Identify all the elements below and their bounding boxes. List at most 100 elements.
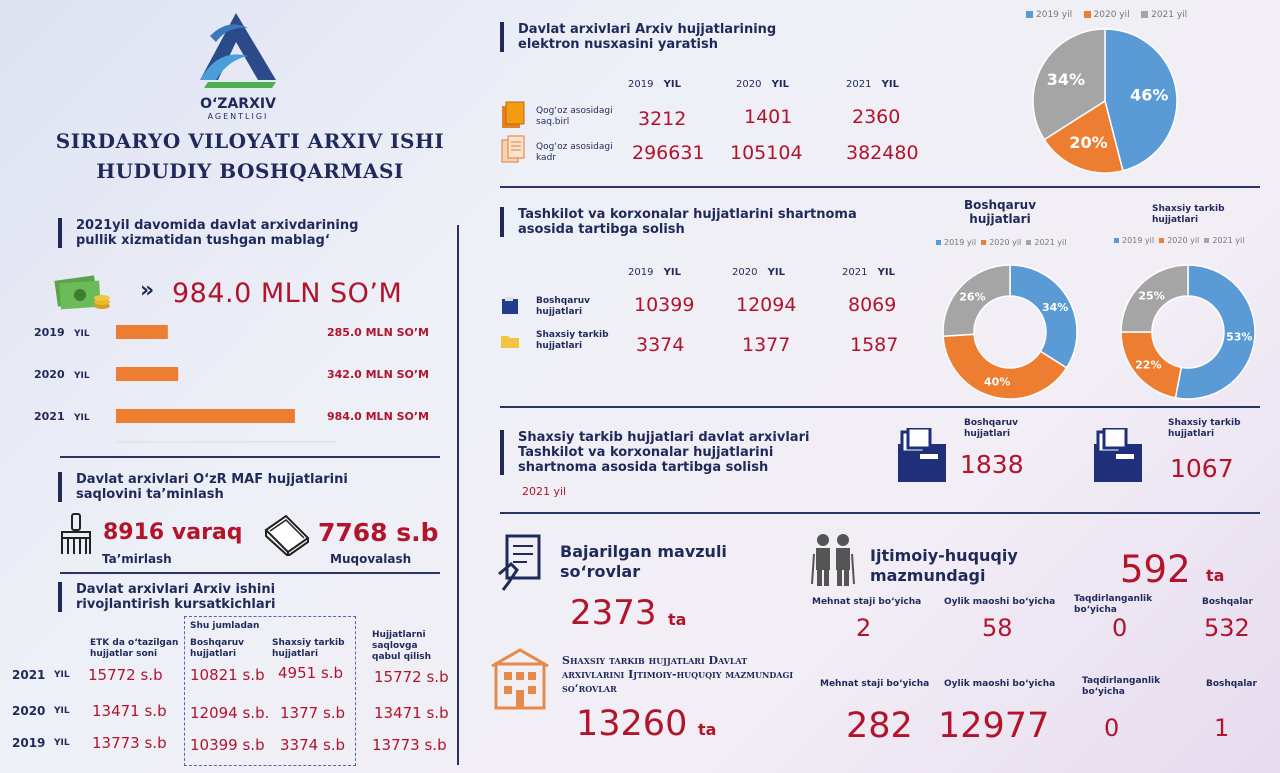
elec-cell: 105104 xyxy=(730,142,803,164)
binding-value: 7768 s.b xyxy=(318,518,439,547)
elec-yil: YIL xyxy=(881,79,899,90)
legend-item: 2019 yil xyxy=(944,238,977,247)
social-col-0: Mehnat staji bo‘yicha xyxy=(812,597,922,607)
social-col-1: Oylik maoshi bo‘yicha xyxy=(944,597,1056,607)
state-col-0: Mehnat staji bo‘yicha xyxy=(820,679,930,689)
bar-category-label: 2020 xyxy=(34,368,65,381)
elec-year-2019: 2019 YIL xyxy=(628,72,681,91)
folder-blue-icon xyxy=(500,296,520,316)
pie-label: 53% xyxy=(1226,331,1252,344)
legend-item: 2019 yil xyxy=(1122,236,1155,245)
contract-year: 2019 xyxy=(628,267,654,278)
elec-legend: 2019 yil 2020 yil 2021 yil xyxy=(1026,10,1187,20)
bar xyxy=(116,325,168,339)
donut1-chart: 34% 40% 26% xyxy=(940,262,1080,402)
social-cell: 0 xyxy=(1112,614,1128,642)
divider-5 xyxy=(500,512,1260,514)
divider-3 xyxy=(500,186,1260,188)
center-divider xyxy=(457,225,459,765)
contract-cell: 3374 xyxy=(636,334,685,356)
state-col-3: Boshqalar xyxy=(1206,679,1257,689)
dev-row-2019: 2019 YIL 13773 s.b 10399 s.b 3374 s.b 13… xyxy=(0,732,450,756)
state-cell: 0 xyxy=(1104,714,1120,742)
donut2-title: Shaxsiy tarkib hujjatlari xyxy=(1152,204,1225,225)
dev-header-1: Boshqaruv hujjatlari xyxy=(190,638,245,659)
state-col-2: Taqdirlanganlik bo‘yicha xyxy=(1082,676,1161,697)
social-cell: 2 xyxy=(856,614,872,642)
bar xyxy=(116,409,295,423)
pie-label: 26% xyxy=(959,290,985,303)
elderly-people-icon xyxy=(810,532,856,586)
donut2-legend: 2019 yil 2020 yil 2021 yil xyxy=(1114,236,1244,245)
social-value: 592 xyxy=(1120,548,1191,591)
legend-item: 2021 yil xyxy=(1034,238,1067,247)
pie-label: 34% xyxy=(1042,301,1068,314)
elec-year: 2020 xyxy=(736,79,762,90)
state-title: Shaxsiy tarkib hujjatlari Davlat arxivla… xyxy=(562,654,794,695)
dev-cell: 15772 s.b xyxy=(374,668,449,686)
brand-sub: AGENTLIGI xyxy=(207,112,269,121)
state-cell: 12977 xyxy=(938,706,1050,746)
state-col-1: Oylik maoshi bo‘yicha xyxy=(944,679,1056,689)
dev-cell: 13471 s.b xyxy=(374,704,449,722)
legend-item: 2020 yil xyxy=(989,238,1022,247)
dev-row-year: 2021 xyxy=(12,668,46,682)
money-icon xyxy=(52,272,112,314)
social-col-3: Boshqalar xyxy=(1202,597,1253,607)
donut2-chart: 53% 22% 25% xyxy=(1118,262,1258,402)
elec-cell: 296631 xyxy=(632,142,705,164)
dev-row-2020: 2020 YIL 13471 s.b 12094 s.b. 1377 s.b 1… xyxy=(0,700,450,724)
document-hand-icon xyxy=(497,534,543,592)
personal-year: 2021 yil xyxy=(522,485,567,498)
pie-slice xyxy=(942,333,1068,400)
divider-4 xyxy=(500,406,1260,408)
social-cell: 58 xyxy=(982,614,1013,642)
personal-b-value: 1838 xyxy=(960,450,1024,479)
legend-item: 2021 yil xyxy=(1151,10,1188,20)
folder-yellow-icon xyxy=(500,332,520,350)
elec-year-2020: 2020 YIL xyxy=(736,72,789,91)
book-icon xyxy=(262,512,312,559)
state-unit: ta xyxy=(698,720,717,739)
income-title: 2021yil davomida davlat arxivdarining pu… xyxy=(58,218,368,248)
contract-year: 2020 xyxy=(732,267,758,278)
social-title: Ijtimoiy-huquqiy mazmundagi xyxy=(870,546,1018,585)
contract-cell: 12094 xyxy=(736,294,797,316)
state-value: 13260 xyxy=(576,704,688,744)
pie-slice xyxy=(1009,264,1078,369)
social-unit: ta xyxy=(1206,566,1225,585)
contract-year-2021: 2021 YIL xyxy=(842,260,895,279)
dev-row-year: 2020 xyxy=(12,704,46,718)
contract-yil: YIL xyxy=(663,267,681,278)
dev-title: Davlat arxivlari Arxiv ishini rivojlanti… xyxy=(58,582,318,612)
income-bar-chart: 2019 YIL 285.0 MLN SO’M 2020 YIL 342.0 MLN SO… xyxy=(0,315,440,450)
contract-yil: YIL xyxy=(767,267,785,278)
contract-row-label: Boshqaruv hujjatlari xyxy=(536,296,591,317)
brush-icon xyxy=(58,512,94,556)
personal-b-label: Boshqaruv hujjatlari xyxy=(964,418,1019,439)
donut2-svg: 53% 22% 25% xyxy=(1120,264,1256,400)
contract-cell: 8069 xyxy=(848,294,897,316)
shu-jumladan-box xyxy=(184,616,356,766)
archive-box-icon xyxy=(1092,426,1144,484)
contract-cell: 10399 xyxy=(634,294,695,316)
dev-cell: 4951 s.b xyxy=(278,664,344,682)
pie-label: 22% xyxy=(1135,358,1161,371)
logo: O‘ZARXIV AGENTLIGI xyxy=(188,8,288,121)
dev-cell: 10399 s.b xyxy=(190,736,265,754)
elec-row-label: Qog‘oz asosidagi kadr xyxy=(536,142,613,163)
donut1-svg: 34% 40% 26% xyxy=(942,264,1078,400)
maf-title: Davlat arxivlari O‘zR MAF hujjatlarini s… xyxy=(58,472,358,502)
divider-2 xyxy=(60,572,440,574)
personal-s-value: 1067 xyxy=(1170,454,1234,483)
legend-item: 2020 yil xyxy=(1167,236,1200,245)
pie-slice xyxy=(1120,264,1189,333)
arrow-icon: » xyxy=(140,278,155,303)
elec-cell: 3212 xyxy=(638,108,687,130)
dev-row-yil: YIL xyxy=(54,738,70,748)
income-total: 984.0 MLN SO’M xyxy=(172,278,403,309)
bar-category-unit: YIL xyxy=(73,329,90,339)
page-title-line2: HUDUDIY BOSHQARMASI xyxy=(96,159,404,183)
divider-1 xyxy=(60,456,440,458)
dev-header-2: Shaxsiy tarkib hujjatlari xyxy=(272,638,345,659)
